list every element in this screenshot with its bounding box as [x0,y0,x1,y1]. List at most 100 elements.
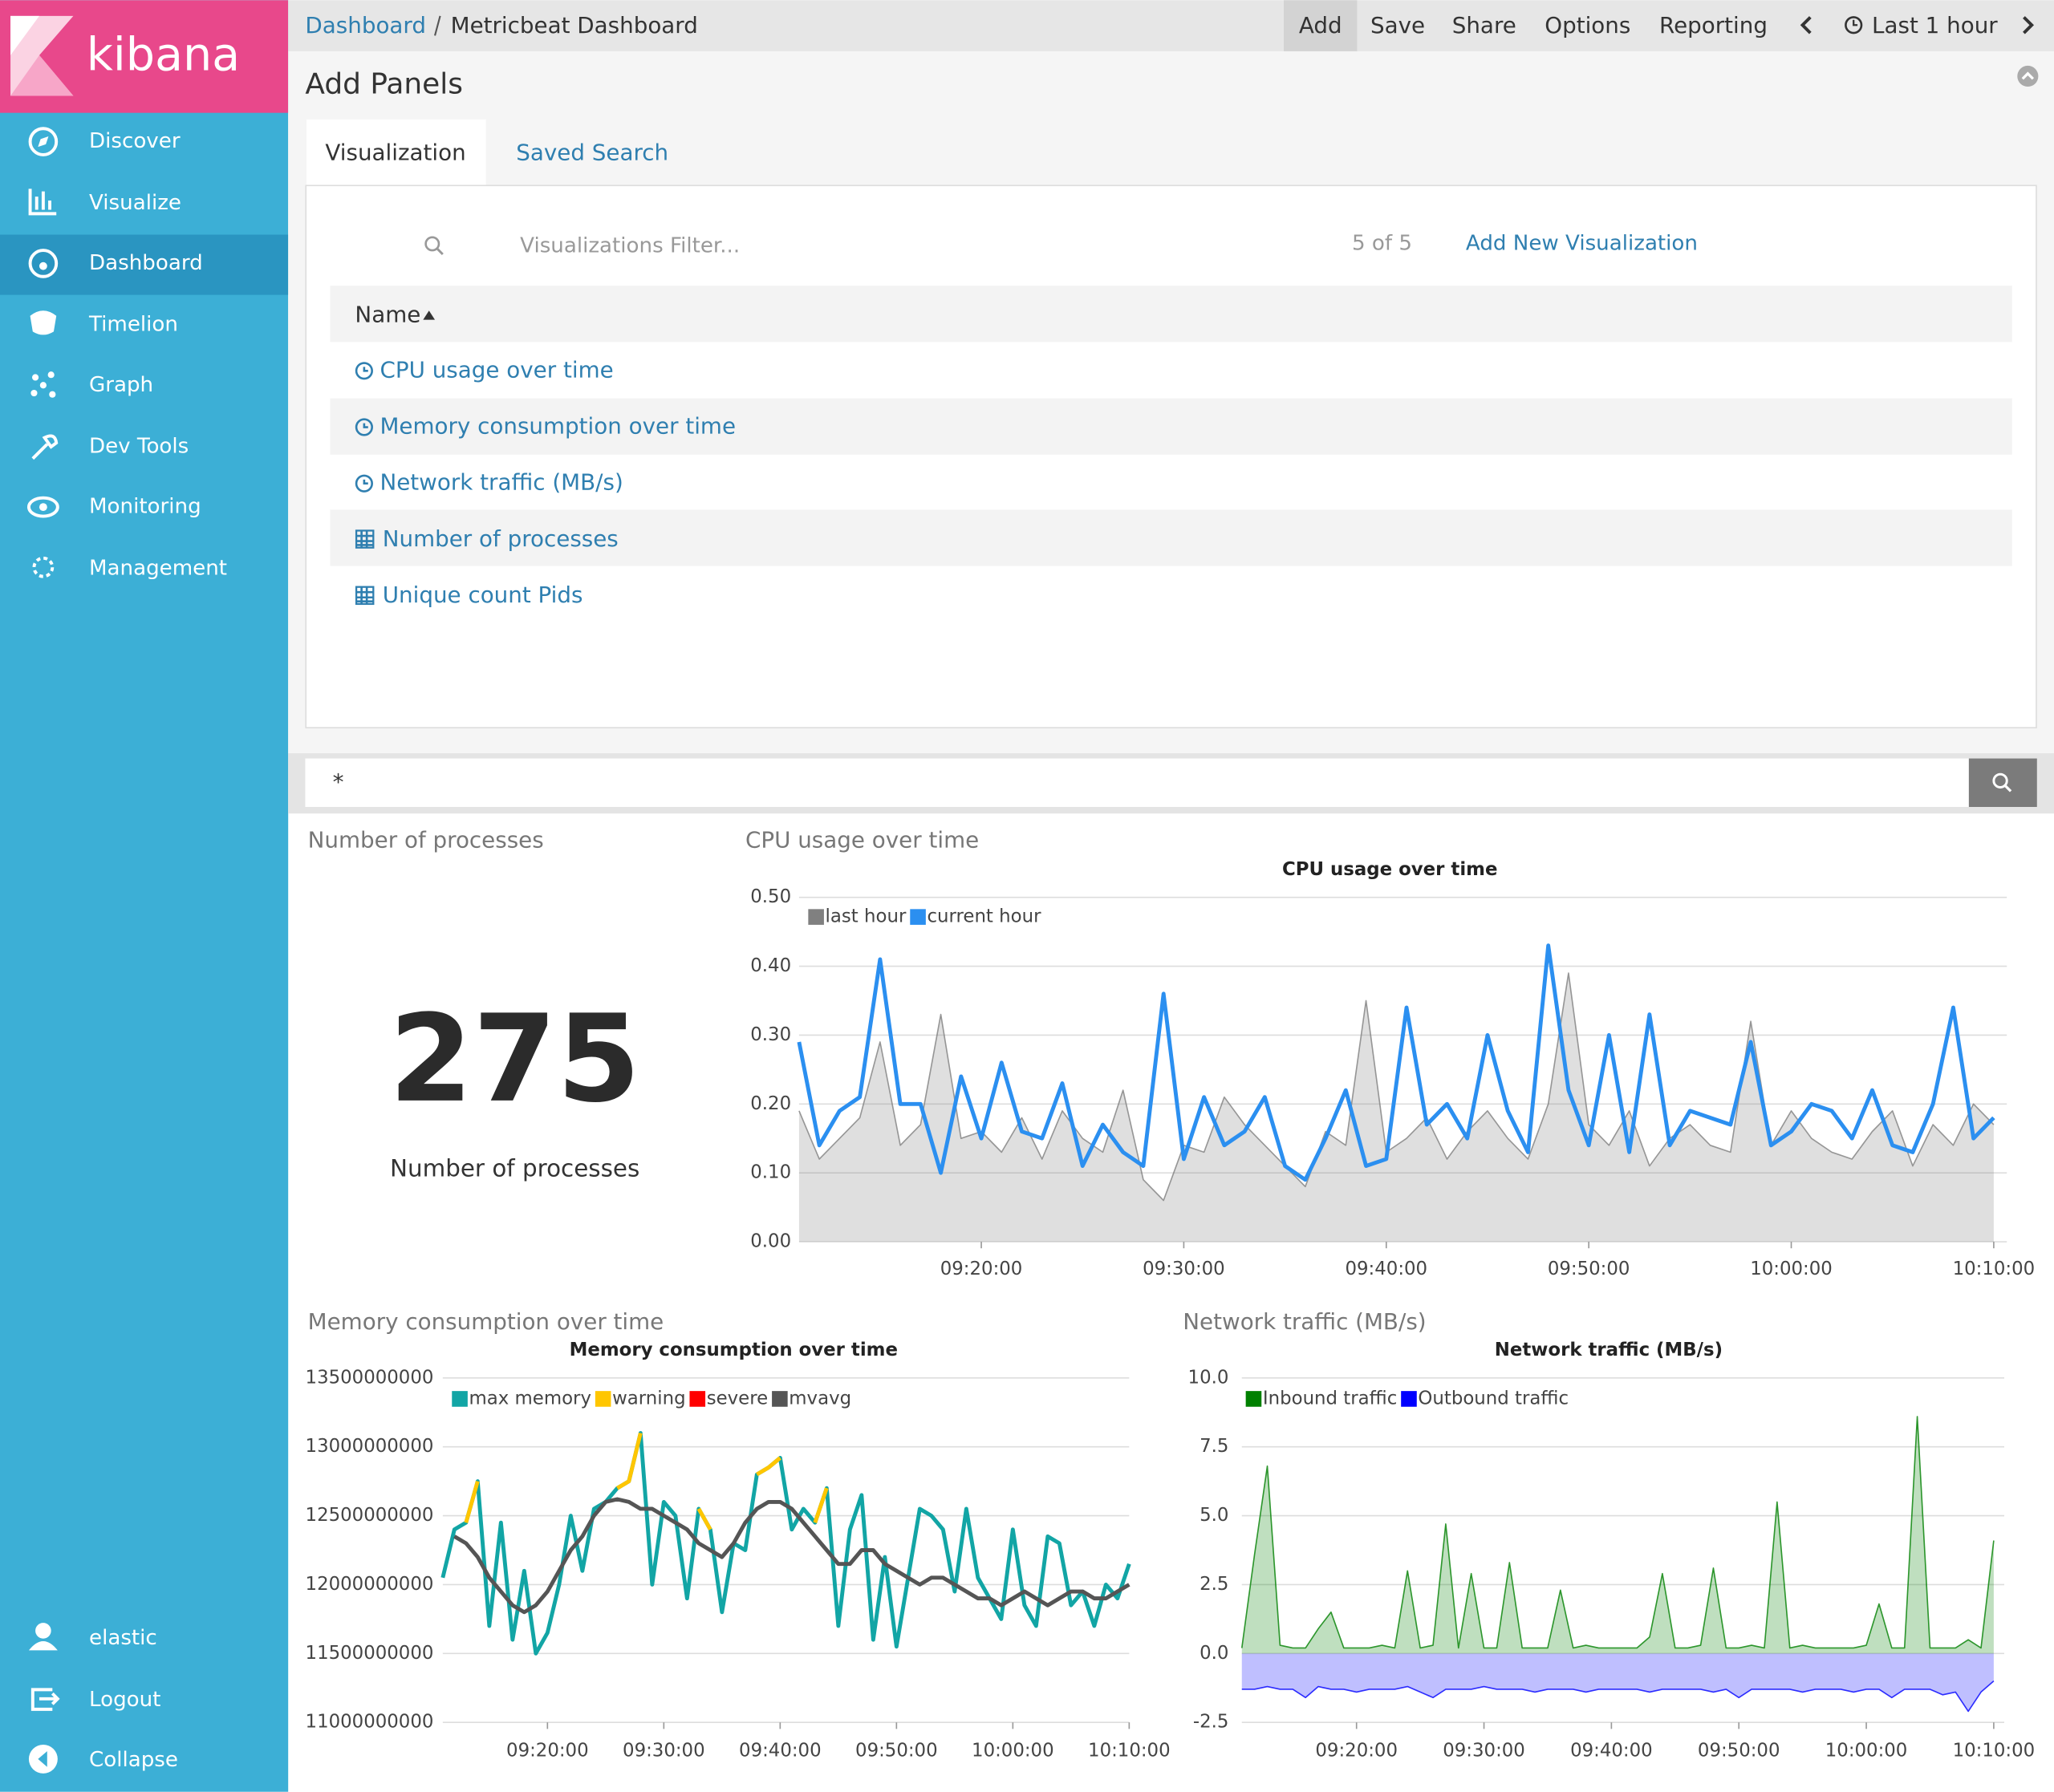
legend-swatch [808,909,824,925]
add-panels-title: Add Panels [305,67,463,100]
legend-label[interactable]: Inbound traffic [1263,1388,1397,1409]
visualization-link[interactable]: Unique count Pids [383,582,583,608]
y-tick-label: 0.30 [750,1024,791,1045]
y-tick-label: 12500000000 [306,1505,434,1526]
chart-title: CPU usage over time [1282,859,1497,880]
table-icon-grid [356,530,374,548]
menu-active [1284,0,1358,51]
next-button[interactable] [2023,16,2035,34]
x-tick-label: 09:20:00 [506,1741,589,1762]
x-tick-label: 10:10:00 [1088,1741,1171,1762]
menu-item[interactable]: Add [1299,12,1342,39]
tab[interactable]: Visualization [325,139,465,165]
nav-item[interactable]: elastic [89,1626,157,1650]
row-stripe [330,509,2012,566]
chart: CPU usage over time 0.00 0.10 0.20 0.30 0.40 0… [750,859,2035,1279]
legend-swatch [1245,1391,1262,1407]
breadcrumb-link[interactable]: Dashboard [305,12,426,39]
prev-button[interactable] [1800,16,1812,34]
legend-swatch [452,1391,468,1407]
menu-item[interactable]: Options [1545,12,1630,39]
chart-title: Memory consumption over time [570,1340,898,1360]
chart-title: Network traffic (MB/s) [1495,1340,1723,1360]
breadcrumb-current: Metricbeat Dashboard [451,12,698,39]
nav-item[interactable]: Monitoring [89,495,201,519]
y-tick-label: 0.00 [750,1231,791,1252]
line [453,1497,1131,1615]
x-tick-label: 09:40:00 [1345,1259,1427,1279]
x-tick-label: 10:00:00 [972,1741,1054,1762]
filter-input[interactable]: Visualizations Filter... [520,234,740,258]
query-input[interactable] [305,758,1969,807]
y-tick-label: 13000000000 [306,1436,434,1457]
nav-item[interactable]: Visualize [89,191,181,215]
collapse-button[interactable] [2017,65,2039,87]
legend-label[interactable]: last hour [826,906,907,927]
top-bar [288,0,2054,51]
nav-item[interactable]: Management [89,556,227,580]
visualization-link[interactable]: Memory consumption over time [380,413,736,440]
chart: Network traffic (MB/s) -2.5 0.0 2.5 5.0 7.5 10… [1188,1340,2036,1762]
nav-item[interactable]: Dashboard [89,251,203,275]
line [1241,1681,1995,1713]
time-range[interactable]: Last 1 hour [1872,12,1998,39]
visualization-link[interactable]: Network traffic (MB/s) [380,469,623,496]
x-tick-label: 10:00:00 [1825,1741,1908,1762]
column-header[interactable]: Name [355,302,420,328]
x-tick-label: 09:30:00 [1143,1259,1225,1279]
x-tick-label: 10:00:00 [1750,1259,1833,1279]
legend-label[interactable]: Outbound traffic [1418,1388,1569,1409]
legend-label[interactable]: warning [612,1388,685,1409]
sort-arrow [423,310,436,320]
line [464,1432,829,1530]
y-tick-label: 0.0 [1200,1643,1228,1664]
panel-title: Network traffic (MB/s) [1183,1308,1426,1335]
line-icon-hands [363,423,368,428]
visualization-link[interactable]: CPU usage over time [380,356,613,383]
panel-title: Number of processes [308,826,544,853]
nav-item[interactable]: Dev Tools [89,435,189,459]
y-tick-label: 0.40 [750,955,791,976]
line [797,943,1995,1182]
add-new-link[interactable]: Add New Visualization [1466,231,1698,255]
x-tick-label: 09:40:00 [1570,1741,1653,1762]
x-tick-label: 09:40:00 [739,1741,822,1762]
menu-item[interactable]: Reporting [1659,12,1768,39]
area [1241,1416,1994,1654]
y-tick-label: -2.5 [1193,1712,1229,1733]
legend-swatch [910,909,926,925]
legend-label[interactable]: mvavg [789,1388,851,1409]
nav-item[interactable]: Logout [89,1688,160,1712]
clock-icon [1845,16,1863,34]
visualization-link[interactable]: Number of processes [383,525,619,552]
y-tick-label: 5.0 [1200,1505,1228,1526]
search-icon [424,236,440,252]
area [1241,1653,1994,1712]
x-tick-label: 09:20:00 [1315,1741,1398,1762]
legend-label[interactable]: max memory [469,1388,591,1409]
menu-item[interactable]: Share [1452,12,1516,39]
table-header [330,286,2012,343]
legend-label[interactable]: current hour [927,906,1041,927]
legend-label[interactable]: severe [707,1388,768,1409]
collapse-arrow [2021,71,2035,80]
area [798,973,1994,1243]
line-icon [355,362,373,380]
panel-list [305,184,2037,729]
panel-title: CPU usage over time [745,826,979,853]
search-icon-handle [436,248,444,256]
x-tick-label: 09:50:00 [1698,1741,1780,1762]
y-tick-label: 12000000000 [306,1574,434,1595]
tab[interactable]: Saved Search [516,139,668,165]
clock-hands [1853,19,1858,26]
nav-item[interactable]: Collapse [89,1748,178,1772]
query-submit[interactable] [1968,758,2037,807]
y-tick-label: 10.0 [1188,1367,1229,1388]
menu-item[interactable]: Save [1370,12,1425,39]
legend-swatch [689,1391,706,1407]
tab-active[interactable] [306,119,486,188]
nav-item[interactable]: Timelion [88,313,178,337]
nav-item[interactable]: Graph [89,373,153,397]
nav-item[interactable]: Discover [89,129,181,153]
